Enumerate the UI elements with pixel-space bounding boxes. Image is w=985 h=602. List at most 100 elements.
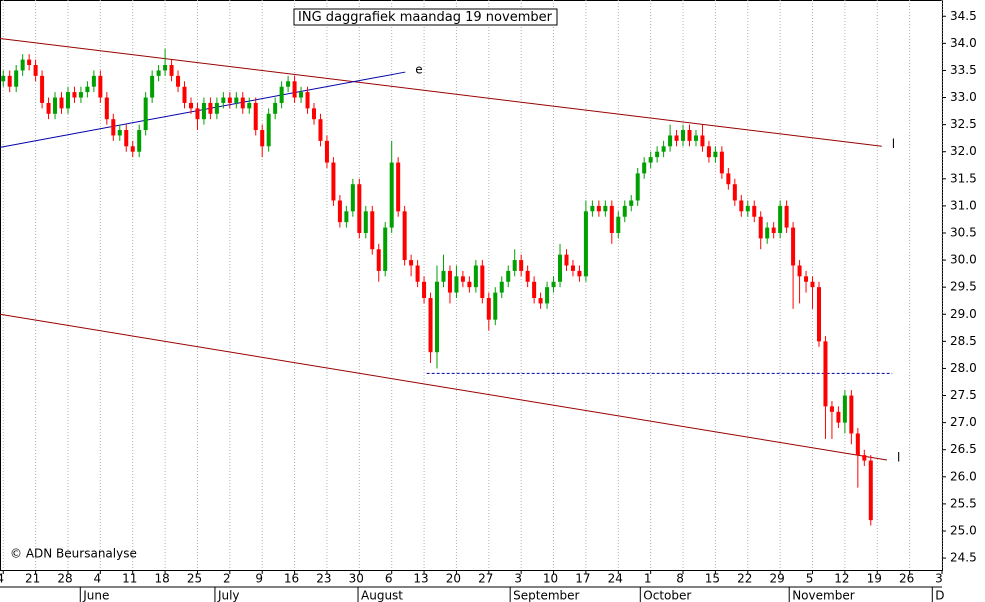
candle-body xyxy=(655,151,660,158)
candle-body xyxy=(480,265,485,299)
x-tick-label: 12 xyxy=(834,572,849,586)
candle-body xyxy=(104,97,109,120)
y-tick-label: 31.5 xyxy=(950,171,977,185)
candle-body xyxy=(422,281,427,299)
month-label: August xyxy=(361,589,403,602)
candle-body xyxy=(234,97,239,103)
candle-body xyxy=(350,184,355,212)
candle-body xyxy=(59,97,64,109)
candle-body xyxy=(396,162,401,212)
y-tick-label: 33.5 xyxy=(950,63,977,77)
candle-body xyxy=(389,162,394,228)
candle-body xyxy=(642,162,647,174)
y-tick-label: 29.5 xyxy=(950,280,977,294)
candle-body xyxy=(117,130,122,136)
x-tick-label: 17 xyxy=(575,572,590,586)
x-tick-label: 1 xyxy=(644,572,652,586)
x-tick-label: 6 xyxy=(385,572,393,586)
candle-body xyxy=(668,135,673,147)
candle-body xyxy=(46,102,51,114)
candle-body xyxy=(732,184,737,201)
candle-body xyxy=(260,130,265,147)
candle-body xyxy=(188,102,193,109)
candle-body xyxy=(409,260,414,266)
y-tick-label: 32.5 xyxy=(950,117,977,131)
month-label: November xyxy=(792,589,854,602)
candle-body xyxy=(648,157,653,163)
y-tick-label: 27.0 xyxy=(950,415,977,429)
candle-body xyxy=(532,281,537,299)
candle-body xyxy=(693,135,698,141)
candles xyxy=(1,48,873,526)
trendline xyxy=(0,37,882,147)
candle-body xyxy=(765,227,770,239)
y-tick-label: 28.5 xyxy=(950,334,977,348)
candle-body xyxy=(27,59,32,66)
candle-body xyxy=(855,433,860,456)
candle-body xyxy=(286,81,291,87)
candle-body xyxy=(726,173,731,185)
chart-title: ING daggrafiek maandag 19 november xyxy=(298,10,553,25)
x-tick-label: 4 xyxy=(0,572,4,586)
x-tick-label: 23 xyxy=(316,572,331,586)
candle-body xyxy=(208,102,213,114)
candle-body xyxy=(53,97,58,114)
candle-body xyxy=(163,65,168,71)
candle-body xyxy=(804,276,809,282)
trendline-label: l xyxy=(897,451,900,465)
candle-body xyxy=(758,216,763,239)
candle-body xyxy=(609,205,614,233)
month-label: October xyxy=(643,589,691,602)
candle-body xyxy=(460,276,465,282)
candle-body xyxy=(33,65,38,76)
candle-body xyxy=(771,227,776,233)
candle-body xyxy=(538,298,543,304)
copyright: © ADN Beursanalyse xyxy=(10,547,137,561)
candle-body xyxy=(842,395,847,423)
candle-body xyxy=(7,75,12,87)
candle-body xyxy=(124,130,129,147)
candle-body xyxy=(687,130,692,141)
candle-body xyxy=(862,455,867,461)
month-label: D xyxy=(935,589,944,602)
candle-body xyxy=(324,140,329,163)
y-tick-label: 25.0 xyxy=(950,523,977,537)
y-tick-label: 24.5 xyxy=(950,551,977,565)
x-tick-label: 4 xyxy=(94,572,102,586)
candle-body xyxy=(603,205,608,212)
candle-body xyxy=(435,281,440,353)
candle-body xyxy=(570,265,575,271)
x-tick-label: 5 xyxy=(806,572,814,586)
candle-body xyxy=(784,205,789,228)
candle-body xyxy=(78,92,83,98)
candle-body xyxy=(195,108,200,120)
candle-body xyxy=(130,146,135,152)
y-tick-label: 28.0 xyxy=(950,361,977,375)
x-tick-label: 20 xyxy=(446,572,461,586)
candle-body xyxy=(583,211,588,277)
y-tick-label: 26.0 xyxy=(950,469,977,483)
candle-body xyxy=(791,227,796,266)
y-tick-label: 30.5 xyxy=(950,225,977,239)
candle-body xyxy=(829,406,834,412)
x-tick-label: 18 xyxy=(154,572,169,586)
candle-body xyxy=(674,135,679,141)
candle-body xyxy=(616,216,621,233)
candle-body xyxy=(20,59,25,71)
month-label: September xyxy=(513,589,579,602)
candle-body xyxy=(402,211,407,261)
candle-body xyxy=(493,292,498,320)
candle-body xyxy=(700,135,705,147)
x-tick-label: 29 xyxy=(770,572,785,586)
candle-body xyxy=(40,75,45,103)
candle-body xyxy=(849,395,854,434)
candle-body xyxy=(305,92,310,109)
x-tick-label: 2 xyxy=(223,572,231,586)
candle-body xyxy=(564,254,569,266)
candle-body xyxy=(816,287,821,342)
candle-body xyxy=(499,281,504,293)
candle-body xyxy=(337,200,342,223)
trendline-label: e xyxy=(415,63,422,77)
candle-body xyxy=(713,151,718,158)
candle-body xyxy=(176,75,181,87)
